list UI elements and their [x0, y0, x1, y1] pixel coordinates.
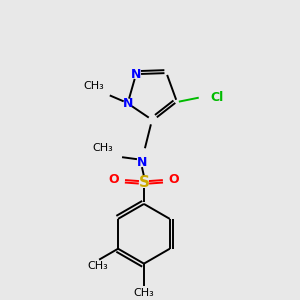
Text: N: N	[131, 68, 141, 81]
Text: O: O	[108, 172, 119, 186]
Text: N: N	[122, 97, 133, 110]
Text: N: N	[137, 156, 147, 169]
Text: CH₃: CH₃	[83, 81, 104, 92]
Text: CH₃: CH₃	[92, 143, 113, 153]
Text: CH₃: CH₃	[87, 261, 108, 271]
Text: O: O	[169, 172, 179, 186]
Text: CH₃: CH₃	[134, 287, 154, 298]
Text: S: S	[138, 175, 149, 190]
Text: Cl: Cl	[211, 91, 224, 104]
